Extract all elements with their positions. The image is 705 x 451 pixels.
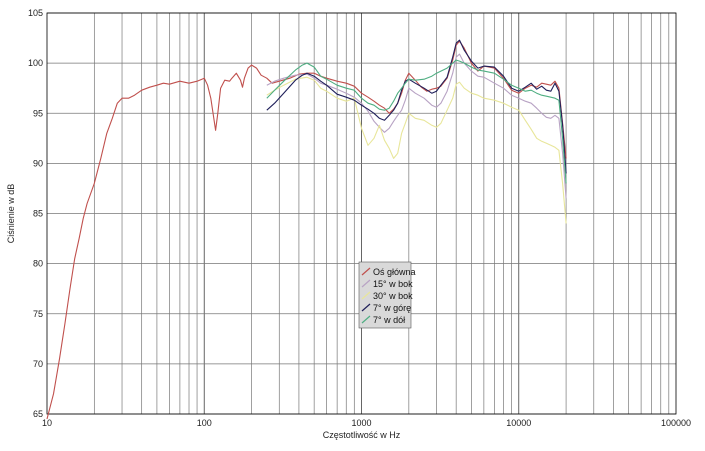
y-tick-label: 80 [33, 259, 43, 269]
y-tick-label: 90 [33, 158, 43, 168]
legend-entry: 7° w górę [373, 303, 411, 313]
y-tick-label: 100 [28, 58, 43, 68]
x-tick-label: 100000 [661, 418, 691, 428]
y-tick-label: 75 [33, 309, 43, 319]
legend-swatch [361, 267, 371, 276]
series-line-3 [266, 76, 567, 224]
legend: Oś główna 15° w bok 30° w bok 7° w górę 7° w… [358, 261, 416, 329]
legend-entry: 7° w dół [373, 315, 405, 325]
series-line-2 [266, 53, 567, 199]
plot-border [46, 12, 677, 415]
series-layer [46, 39, 567, 420]
x-tick-label: 1000 [351, 418, 371, 428]
legend-swatch [361, 291, 371, 300]
y-tick-label: 65 [33, 409, 43, 419]
y-tick-labels: 65 70 75 80 85 90 95 100 105 [28, 8, 43, 419]
y-tick-label: 85 [33, 209, 43, 219]
series-line-4 [266, 39, 567, 174]
x-tick-label: 10000 [506, 418, 531, 428]
x-tick-label: 10 [42, 418, 52, 428]
x-axis-label: Częstotliwość w Hz [323, 430, 401, 440]
y-tick-label: 95 [33, 108, 43, 118]
legend-swatch [361, 303, 371, 312]
legend-swatch [361, 315, 371, 324]
y-tick-label: 70 [33, 359, 43, 369]
legend-swatch [361, 279, 371, 288]
legend-entry: 15° w bok [373, 279, 413, 289]
x-tick-labels: 10 100 1000 10000 100000 [42, 418, 691, 428]
legend-box [358, 261, 412, 329]
series-line-5 [266, 59, 567, 184]
series-line-1 [46, 40, 567, 420]
x-tick-label: 100 [197, 418, 212, 428]
y-tick-label: 105 [28, 8, 43, 18]
legend-entry: 30° w bok [373, 291, 413, 301]
legend-entry: Oś główna [373, 267, 416, 277]
y-axis-label: Ciśnienie w dB [6, 184, 16, 244]
